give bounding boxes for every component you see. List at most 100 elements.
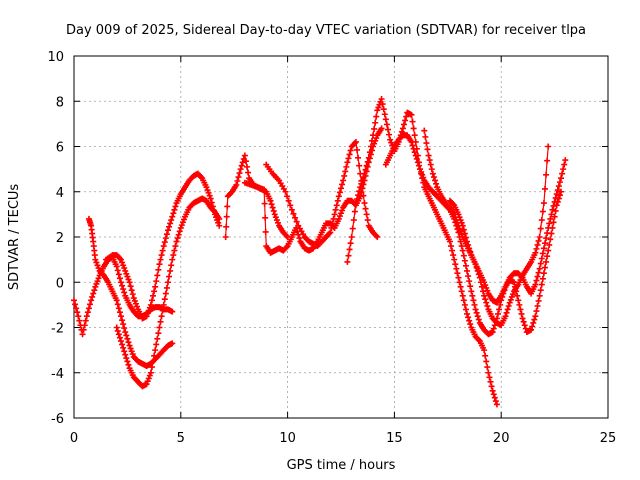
data-point: [450, 252, 457, 259]
data-point: [270, 207, 277, 214]
data-point: [537, 225, 544, 232]
data-point: [356, 188, 363, 195]
data-point: [382, 116, 389, 123]
data-point: [518, 310, 525, 317]
data-point: [494, 310, 501, 317]
data-point: [383, 121, 390, 128]
data-point: [114, 301, 121, 308]
data-point: [517, 306, 524, 313]
data-point: [516, 301, 523, 308]
data-point: [543, 235, 550, 242]
data-point: [476, 274, 483, 281]
y-tick-label: 8: [56, 95, 64, 110]
data-point: [178, 222, 185, 229]
data-point: [467, 248, 474, 255]
x-axis-label: GPS time / hours: [287, 458, 396, 473]
data-point: [536, 292, 543, 299]
data-point: [418, 168, 425, 175]
data-point: [455, 211, 462, 218]
data-point: [534, 241, 541, 248]
data-point: [150, 358, 157, 365]
data-series: [103, 170, 223, 322]
data-point: [371, 125, 378, 132]
data-point: [160, 243, 167, 250]
data-point: [131, 297, 138, 304]
data-point: [408, 111, 415, 118]
data-point: [283, 244, 290, 251]
data-point: [134, 303, 141, 310]
data-point: [433, 180, 440, 187]
data-point: [236, 170, 243, 177]
data-point: [450, 201, 457, 208]
data-point: [430, 174, 437, 181]
y-tick-label: 0: [56, 276, 64, 291]
data-point: [125, 276, 132, 283]
data-point: [122, 267, 129, 274]
data-point: [539, 275, 546, 282]
data-point: [115, 331, 122, 338]
data-point: [548, 211, 555, 218]
data-point: [560, 166, 567, 173]
data-point: [114, 267, 121, 274]
data-point: [532, 281, 539, 288]
data-point: [116, 255, 123, 262]
data-point: [346, 151, 353, 158]
data-point: [496, 306, 503, 313]
data-point: [537, 260, 544, 267]
data-point: [164, 279, 171, 286]
data-point: [114, 327, 121, 334]
data-point: [75, 313, 82, 320]
data-point: [461, 301, 468, 308]
x-tick-label: 0: [70, 431, 78, 446]
data-point: [544, 253, 551, 260]
data-point: [121, 265, 128, 272]
data-point: [537, 287, 544, 294]
data-point: [422, 133, 429, 140]
data-point: [132, 300, 139, 307]
data-point: [358, 180, 365, 187]
data-point: [504, 306, 511, 313]
data-point: [120, 344, 127, 351]
data-point: [334, 197, 341, 204]
data-point: [474, 267, 481, 274]
data-point: [153, 341, 160, 348]
data-point: [362, 205, 369, 212]
data-point: [242, 158, 249, 165]
data-point: [448, 243, 455, 250]
data-point: [328, 224, 335, 231]
grid: [74, 56, 608, 418]
data-point: [113, 297, 120, 304]
data-point: [456, 214, 463, 221]
data-point: [550, 202, 557, 209]
data-point: [370, 132, 377, 139]
data-point: [459, 292, 466, 299]
data-point: [410, 125, 417, 132]
data-point: [515, 297, 522, 304]
data-point: [204, 187, 211, 194]
data-point: [384, 126, 391, 133]
data-point: [94, 262, 101, 269]
data-point: [555, 183, 562, 190]
data-point: [343, 163, 350, 170]
data-point: [561, 161, 568, 168]
data-point: [544, 157, 551, 164]
data-point: [530, 319, 537, 326]
data-point: [233, 181, 240, 188]
data-point: [552, 194, 559, 201]
data-point: [282, 188, 289, 195]
data-point: [237, 166, 244, 173]
data-point: [224, 203, 231, 210]
data-point: [123, 355, 130, 362]
data-point: [451, 256, 458, 263]
data-point: [486, 374, 493, 381]
data-point: [129, 351, 136, 358]
data-point: [283, 232, 290, 239]
data-point: [347, 240, 354, 247]
data-point: [456, 279, 463, 286]
data-point: [76, 317, 83, 324]
data-point: [471, 301, 478, 308]
y-tick-label: -4: [51, 367, 64, 382]
data-point: [153, 278, 160, 285]
data-point: [172, 243, 179, 250]
data-point: [541, 240, 548, 247]
